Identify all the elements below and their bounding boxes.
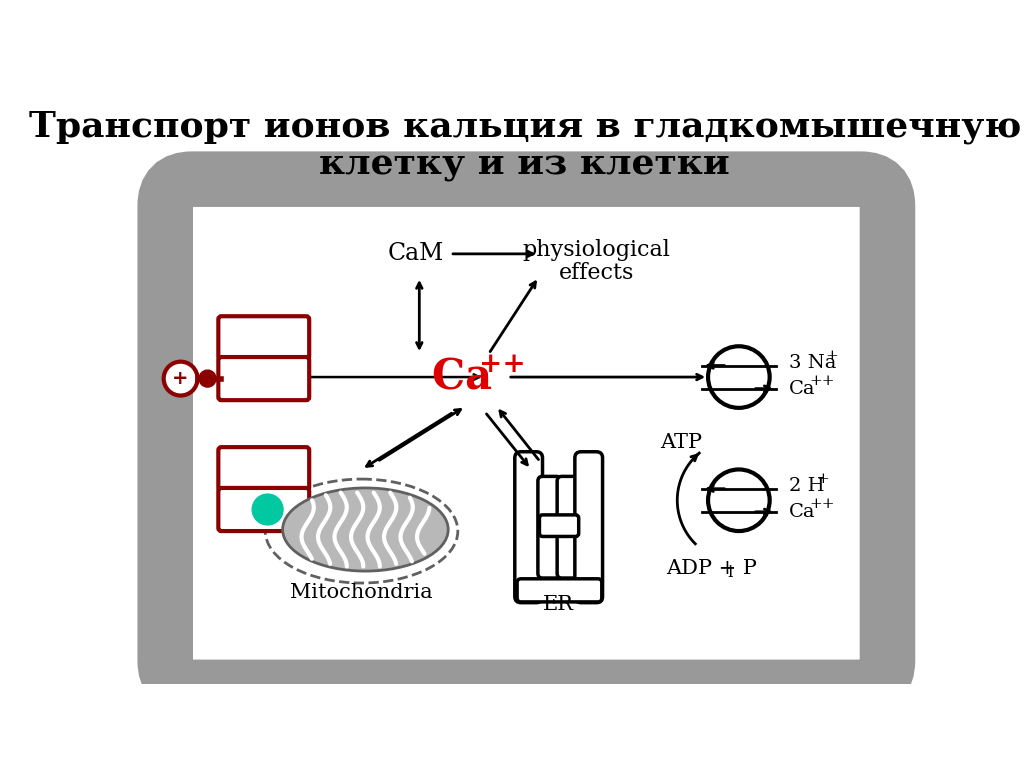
Text: Транспорт ионов кальция в гладкомышечную: Транспорт ионов кальция в гладкомышечную — [29, 110, 1021, 144]
Text: ER: ER — [543, 594, 573, 614]
FancyBboxPatch shape — [165, 179, 888, 687]
Text: ++: ++ — [479, 351, 526, 378]
Ellipse shape — [265, 479, 458, 583]
Text: physiological: physiological — [522, 239, 671, 261]
Text: ATP: ATP — [660, 433, 702, 452]
Circle shape — [252, 494, 283, 525]
Text: Ca: Ca — [788, 379, 815, 398]
FancyBboxPatch shape — [218, 447, 309, 490]
Text: ++: ++ — [810, 497, 836, 511]
Text: клетку и из клетки: клетку и из клетки — [319, 148, 730, 182]
Text: CaM: CaM — [387, 243, 443, 266]
Text: +: + — [816, 472, 829, 485]
Circle shape — [708, 469, 770, 531]
Circle shape — [164, 362, 198, 396]
Text: 2 H: 2 H — [788, 478, 824, 495]
FancyBboxPatch shape — [517, 579, 602, 602]
FancyBboxPatch shape — [538, 476, 561, 578]
Ellipse shape — [283, 488, 449, 571]
Text: +: + — [172, 369, 188, 388]
FancyBboxPatch shape — [218, 316, 309, 359]
FancyBboxPatch shape — [557, 476, 581, 578]
FancyBboxPatch shape — [574, 452, 602, 603]
Text: Mitochondria: Mitochondria — [290, 583, 433, 602]
Text: i: i — [727, 564, 732, 581]
Text: effects: effects — [559, 262, 634, 284]
Circle shape — [708, 346, 770, 408]
Text: Ca: Ca — [432, 356, 507, 398]
FancyBboxPatch shape — [218, 488, 309, 531]
FancyBboxPatch shape — [218, 357, 309, 400]
FancyBboxPatch shape — [540, 515, 579, 537]
Text: ++: ++ — [810, 374, 836, 388]
FancyBboxPatch shape — [515, 452, 543, 603]
Text: ADP + P: ADP + P — [666, 558, 757, 578]
Text: 3 Na: 3 Na — [788, 354, 837, 372]
Text: Ca: Ca — [788, 503, 815, 521]
Circle shape — [199, 370, 216, 387]
Text: +: + — [826, 349, 839, 362]
